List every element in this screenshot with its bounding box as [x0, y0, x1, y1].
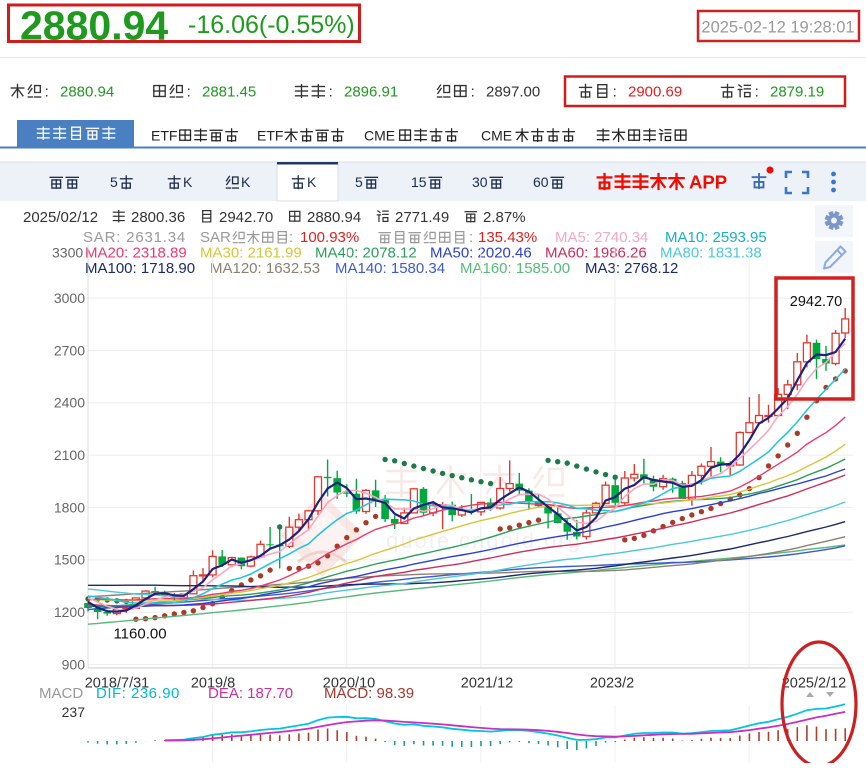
- svg-text:1200: 1200: [54, 604, 85, 620]
- svg-text:DIF: 236.90: DIF: 236.90: [96, 685, 180, 702]
- svg-text:2897.00: 2897.00: [486, 84, 540, 101]
- svg-text:MA10: 2593.95: MA10: 2593.95: [665, 229, 767, 246]
- svg-text:MA40: 2078.12: MA40: 2078.12: [315, 245, 417, 262]
- svg-text:MA80: 1831.38: MA80: 1831.38: [660, 245, 762, 262]
- svg-text:MA5: 2740.34: MA5: 2740.34: [555, 229, 648, 246]
- svg-text:1800: 1800: [54, 499, 85, 515]
- svg-text:2771.49: 2771.49: [395, 209, 449, 226]
- svg-text:K: K: [241, 174, 251, 190]
- svg-text:2942.70: 2942.70: [790, 294, 842, 310]
- svg-text:MA120: 1632.53: MA120: 1632.53: [210, 260, 320, 277]
- svg-text:2896.91: 2896.91: [344, 84, 398, 101]
- svg-text:3300: 3300: [52, 245, 83, 261]
- svg-text:2025/2/12: 2025/2/12: [782, 676, 847, 692]
- svg-text:K: K: [307, 174, 317, 190]
- svg-text:5: 5: [355, 174, 363, 190]
- svg-text:2881.45: 2881.45: [202, 84, 256, 101]
- svg-text:2879.19: 2879.19: [770, 84, 824, 101]
- svg-text:2900.69: 2900.69: [628, 84, 682, 101]
- svg-text:MA100: 1718.90: MA100: 1718.90: [85, 260, 195, 277]
- svg-text:2400: 2400: [54, 395, 85, 411]
- svg-text::: :: [755, 84, 759, 101]
- svg-text::: :: [613, 84, 617, 101]
- svg-text:CME: CME: [481, 128, 512, 144]
- svg-text::: :: [469, 229, 473, 246]
- svg-text:135.43%: 135.43%: [478, 229, 537, 246]
- svg-text:ETF: ETF: [257, 128, 283, 144]
- svg-text:SAR: SAR: [200, 229, 231, 246]
- svg-text:SAR: 2631.34: SAR: 2631.34: [83, 229, 186, 246]
- svg-text:MA3: 2768.12: MA3: 2768.12: [585, 260, 678, 277]
- svg-text:2025/02/12: 2025/02/12: [23, 209, 98, 226]
- svg-text:MA60: 1986.26: MA60: 1986.26: [545, 245, 647, 262]
- svg-text:60: 60: [533, 174, 549, 190]
- svg-text:2019/8: 2019/8: [191, 676, 235, 692]
- svg-text::: :: [187, 84, 191, 101]
- svg-text:900: 900: [62, 656, 86, 672]
- svg-text:2021/12: 2021/12: [461, 676, 513, 692]
- svg-text:MA30: 2161.99: MA30: 2161.99: [200, 245, 302, 262]
- svg-text:2880.94: 2880.94: [20, 3, 168, 49]
- svg-text:2023/2: 2023/2: [590, 676, 634, 692]
- svg-text:2100: 2100: [54, 447, 85, 463]
- svg-text:1500: 1500: [54, 552, 85, 568]
- svg-text:1160.00: 1160.00: [113, 626, 166, 643]
- svg-text:2700: 2700: [54, 342, 85, 358]
- svg-text:15: 15: [411, 174, 427, 190]
- svg-text:2800.36: 2800.36: [131, 209, 185, 226]
- svg-text::: :: [289, 229, 293, 246]
- svg-text:2880.94: 2880.94: [307, 209, 361, 226]
- svg-text:3000: 3000: [54, 290, 85, 306]
- svg-text:MA140: 1580.34: MA140: 1580.34: [335, 260, 445, 277]
- svg-text:ETF: ETF: [151, 128, 177, 144]
- svg-text:MACD: MACD: [39, 685, 83, 702]
- svg-text:2025-02-12 19:28:01: 2025-02-12 19:28:01: [701, 19, 854, 37]
- svg-text:2018/7/31: 2018/7/31: [85, 676, 150, 692]
- svg-text:2.87%: 2.87%: [483, 209, 526, 226]
- svg-text::: :: [45, 84, 49, 101]
- svg-text:2942.70: 2942.70: [219, 209, 273, 226]
- svg-text:K: K: [183, 174, 193, 190]
- svg-text:100.93%: 100.93%: [300, 229, 359, 246]
- svg-text::: :: [471, 84, 475, 101]
- svg-text:Au: Au: [308, 512, 332, 532]
- svg-text:5: 5: [110, 174, 118, 190]
- svg-text:2020/10: 2020/10: [323, 676, 375, 692]
- svg-text:DEA: 187.70: DEA: 187.70: [208, 685, 293, 702]
- svg-text:APP: APP: [689, 172, 727, 193]
- svg-text:MACD: 98.39: MACD: 98.39: [324, 685, 414, 702]
- svg-text:MA20: 2318.89: MA20: 2318.89: [85, 245, 187, 262]
- svg-text:MA160: 1585.00: MA160: 1585.00: [460, 260, 570, 277]
- svg-text:-16.06(-0.55%): -16.06(-0.55%): [188, 11, 355, 39]
- svg-text:quote.cngold.org: quote.cngold.org: [386, 528, 582, 553]
- svg-text:CME: CME: [364, 128, 395, 144]
- svg-text:237: 237: [62, 704, 86, 720]
- svg-text:2880.94: 2880.94: [60, 84, 114, 101]
- svg-text::: :: [329, 84, 333, 101]
- svg-text:30: 30: [472, 174, 488, 190]
